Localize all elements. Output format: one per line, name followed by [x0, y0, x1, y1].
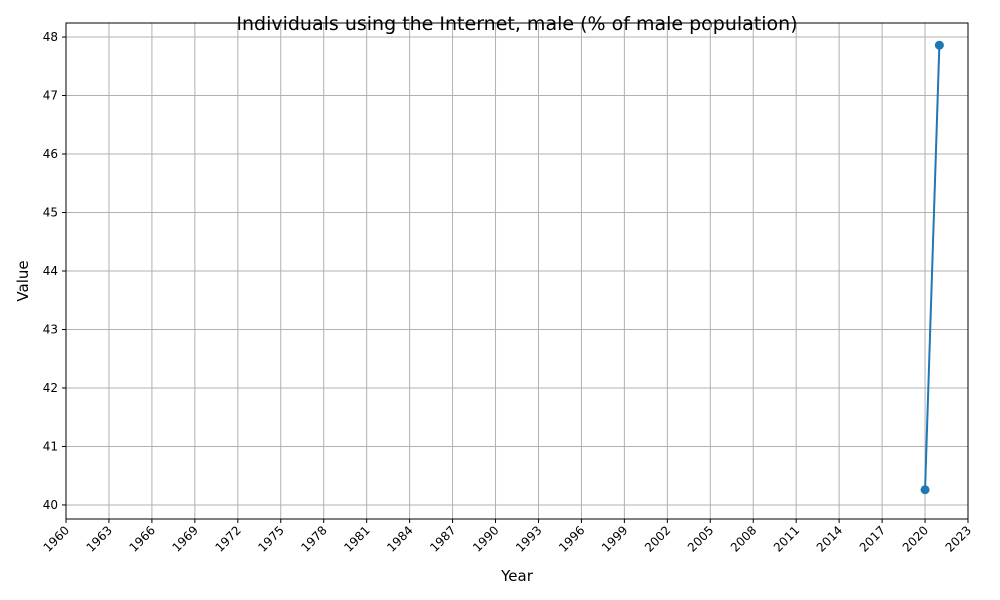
x-tick-label: 1972: [212, 523, 243, 554]
x-tick-label: 2023: [943, 523, 974, 554]
y-tick-label: 40: [43, 498, 58, 512]
x-tick-label: 1984: [384, 523, 415, 554]
x-tick-label: 1990: [470, 523, 501, 554]
x-tick-label: 2014: [814, 523, 845, 554]
x-tick-label: 2005: [685, 523, 716, 554]
chart-title: Individuals using the Internet, male (% …: [236, 13, 797, 35]
x-tick-label: 2011: [771, 523, 802, 554]
y-tick-label: 47: [43, 89, 58, 103]
y-tick-label: 45: [43, 206, 58, 220]
x-tick-label: 1966: [127, 523, 158, 554]
y-axis-label: Value: [14, 260, 32, 301]
y-tick-label: 41: [43, 439, 58, 453]
x-tick-label: 1981: [341, 523, 372, 554]
series-line: [924, 45, 941, 490]
x-tick-label: 1993: [513, 523, 544, 554]
y-tick-label: 48: [43, 30, 58, 44]
x-axis-label: Year: [500, 567, 534, 585]
y-axis-ticks: 40 41 42 43 44 45 46 47 48: [43, 30, 66, 512]
data-series: [920, 40, 944, 495]
x-axis-ticks: 1960 1963 1966 1969 1972 1975 1978 1981 1984 1987…: [41, 519, 974, 555]
x-tick-label: 2017: [857, 523, 888, 554]
x-tick-label: 1978: [298, 523, 329, 554]
x-tick-label: 1963: [84, 523, 115, 554]
data-point: [920, 485, 930, 495]
y-tick-label: 46: [43, 147, 58, 161]
data-point: [934, 40, 944, 50]
y-tick-label: 42: [43, 381, 58, 395]
x-tick-label: 1987: [427, 523, 458, 554]
x-tick-label: 1999: [599, 523, 630, 554]
y-tick-label: 44: [43, 264, 58, 278]
x-tick-label: 2002: [642, 523, 673, 554]
x-tick-label: 1960: [41, 523, 72, 554]
x-tick-label: 2008: [728, 523, 759, 554]
x-tick-label: 1975: [255, 523, 286, 554]
x-tick-label: 1996: [556, 523, 587, 554]
x-tick-label: 2020: [900, 523, 931, 554]
grid-lines: [65, 23, 969, 519]
x-tick-label: 1969: [169, 523, 200, 554]
y-tick-label: 43: [43, 322, 58, 336]
